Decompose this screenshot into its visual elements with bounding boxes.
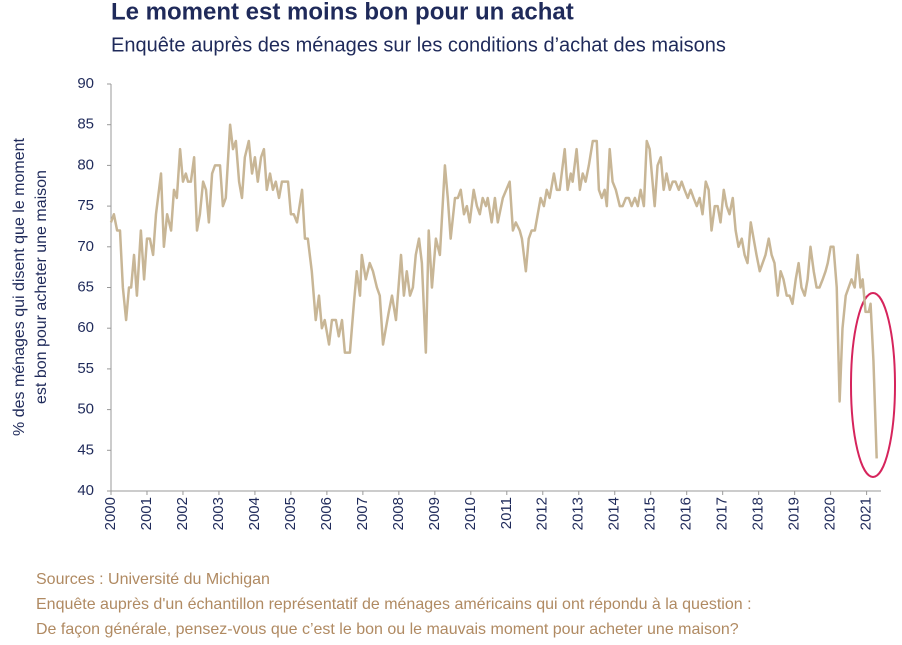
data-line	[109, 123, 878, 459]
y-tick-label: 90	[77, 75, 94, 92]
highlight-ellipse	[850, 292, 896, 478]
chart-subtitle: Enquête auprès des ménages sur les condi…	[111, 34, 726, 56]
y-tick-label: 75	[77, 197, 94, 214]
x-tick-label: 2018	[750, 497, 767, 530]
source-line: De façon générale, pensez-vous que c’est…	[36, 621, 739, 638]
y-tick-label: 85	[77, 116, 94, 133]
y-axis-label-line: % des ménages qui disent que le moment	[11, 137, 28, 436]
y-tick-label: 50	[77, 401, 94, 418]
source-line: Enquête auprès d'un échantillon représen…	[36, 596, 752, 613]
x-tick-label: 2000	[102, 497, 119, 530]
x-tick-label: 2014	[606, 497, 623, 530]
y-tick-label: 65	[77, 278, 94, 295]
x-tick-label: 2011	[498, 497, 515, 529]
x-tick-label: 2009	[426, 497, 443, 530]
x-tick-label: 2017	[714, 497, 731, 530]
x-tick-label: 2007	[354, 497, 371, 530]
x-tick-label: 2005	[282, 497, 299, 530]
x-tick-label: 2012	[534, 497, 551, 530]
y-tick-label: 70	[77, 238, 94, 255]
x-tick-label: 2019	[786, 497, 803, 530]
source-line: Sources : Université du Michigan	[36, 571, 270, 588]
y-tick-label: 55	[77, 360, 94, 377]
x-tick-label: 2010	[462, 497, 479, 530]
y-tick-label: 45	[77, 441, 94, 458]
x-tick-label: 2016	[678, 497, 695, 530]
x-tick-label: 2021	[858, 497, 875, 530]
y-tick-label: 40	[77, 482, 94, 499]
x-tick-label: 2020	[822, 497, 839, 530]
chart-title: Le moment est moins bon pour un achat	[111, 0, 574, 25]
y-tick-label: 60	[77, 319, 94, 336]
y-axis-label: % des ménages qui disent que le moment e…	[11, 137, 50, 436]
x-tick-label: 2008	[390, 497, 407, 530]
x-tick-label: 2004	[246, 497, 263, 530]
y-tick-label: 80	[77, 156, 94, 173]
x-tick-label: 2001	[138, 497, 155, 530]
x-tick-label: 2003	[210, 497, 227, 530]
x-tick-label: 2006	[318, 497, 335, 530]
x-tick-label: 2013	[570, 497, 587, 530]
y-axis-label-line: est bon pour acheter une maison	[33, 170, 50, 404]
x-tick-label: 2015	[642, 497, 659, 530]
x-tick-label: 2002	[174, 497, 191, 530]
